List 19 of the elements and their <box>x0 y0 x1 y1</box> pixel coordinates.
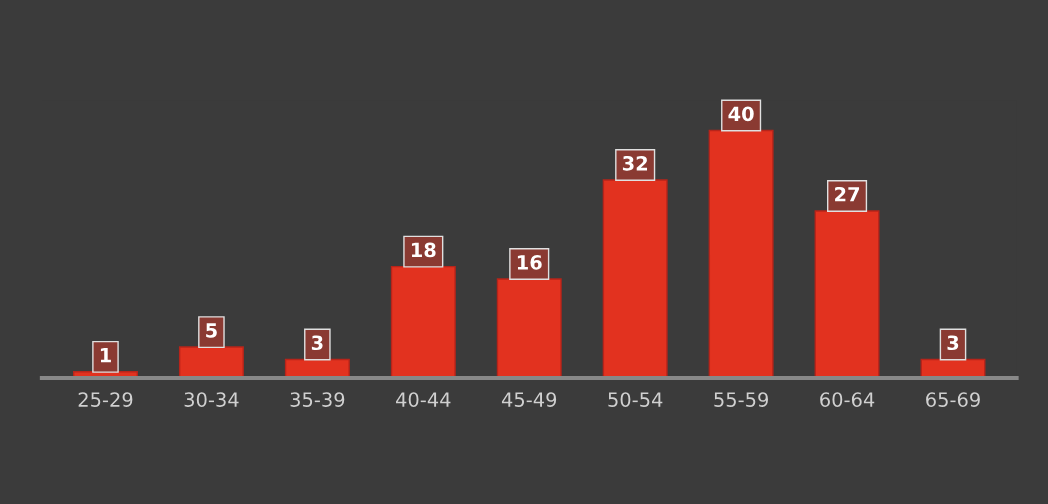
x-tick-label: 25-29 <box>78 392 133 407</box>
data-label: 40 <box>728 106 754 122</box>
data-label: 18 <box>411 242 436 258</box>
data-label: 16 <box>517 254 542 270</box>
x-tick-label: 50-54 <box>608 392 663 407</box>
data-label: 32 <box>622 155 648 171</box>
x-tick-label: 35-39 <box>290 392 345 407</box>
data-label: 5 <box>206 323 217 338</box>
data-label: 3 <box>947 335 959 351</box>
x-tick-label: 40-44 <box>396 392 451 407</box>
data-label: 3 <box>311 335 323 351</box>
x-tick-label: 65-69 <box>926 392 980 407</box>
data-label: 1 <box>100 348 111 363</box>
x-tick-label: 60-64 <box>820 392 875 407</box>
data-label: 27 <box>835 186 860 202</box>
x-tick-label: 55-59 <box>714 392 768 407</box>
x-tick-label: 30-34 <box>184 392 239 407</box>
x-tick-label: 45-49 <box>501 392 557 407</box>
bar <box>178 346 244 378</box>
